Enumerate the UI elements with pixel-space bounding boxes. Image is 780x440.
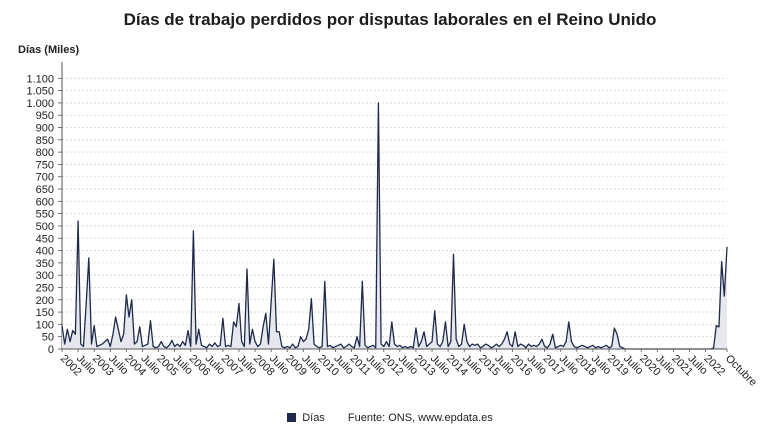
y-tick-label: 300	[36, 270, 54, 282]
legend-label-dias: Días	[302, 412, 325, 424]
series-line-dias	[61, 102, 728, 350]
y-tick-label: 0	[48, 344, 54, 356]
x-axis: 2002Julio2003Julio2004Julio2005Julio2006…	[58, 348, 759, 389]
y-tick-label: 1.100	[26, 73, 54, 85]
series-area-dias	[62, 102, 727, 349]
y-tick-label: 150	[36, 307, 54, 319]
gridlines	[62, 77, 727, 350]
y-tick-label: 50	[42, 332, 54, 344]
y-tick-label: 1.050	[26, 86, 54, 98]
y-tick-label: 500	[36, 221, 54, 233]
y-tick-label: 800	[36, 147, 54, 159]
y-tick-label: 450	[36, 233, 54, 245]
y-tick-label: 400	[36, 246, 54, 258]
y-tick-label: 200	[36, 295, 54, 307]
chart-title: Días de trabajo perdidos por disputas la…	[123, 10, 657, 29]
y-tick-label: 700	[36, 172, 54, 184]
y-tick-label: 250	[36, 282, 54, 294]
y-tick-label: 1.000	[26, 98, 54, 110]
y-tick-label: 600	[36, 196, 54, 208]
y-axis: 0501001502002503003504004505005506006507…	[26, 62, 63, 356]
y-tick-label: 850	[36, 135, 54, 147]
y-tick-label: 650	[36, 184, 54, 196]
y-tick-label: 100	[36, 319, 54, 331]
y-axis-label: Días (Miles)	[18, 44, 80, 56]
y-tick-label: 750	[36, 159, 54, 171]
source-note: Fuente: ONS, www.epdata.es	[347, 412, 493, 424]
y-tick-label: 900	[36, 123, 54, 135]
y-tick-label: 350	[36, 258, 54, 270]
y-tick-label: 550	[36, 209, 54, 221]
legend: Días Fuente: ONS, www.epdata.es	[0, 412, 780, 424]
y-tick-label: 950	[36, 110, 54, 122]
x-tick-label: Octubre	[723, 353, 759, 389]
legend-swatch-dias	[287, 413, 297, 422]
series-dias	[61, 102, 728, 350]
